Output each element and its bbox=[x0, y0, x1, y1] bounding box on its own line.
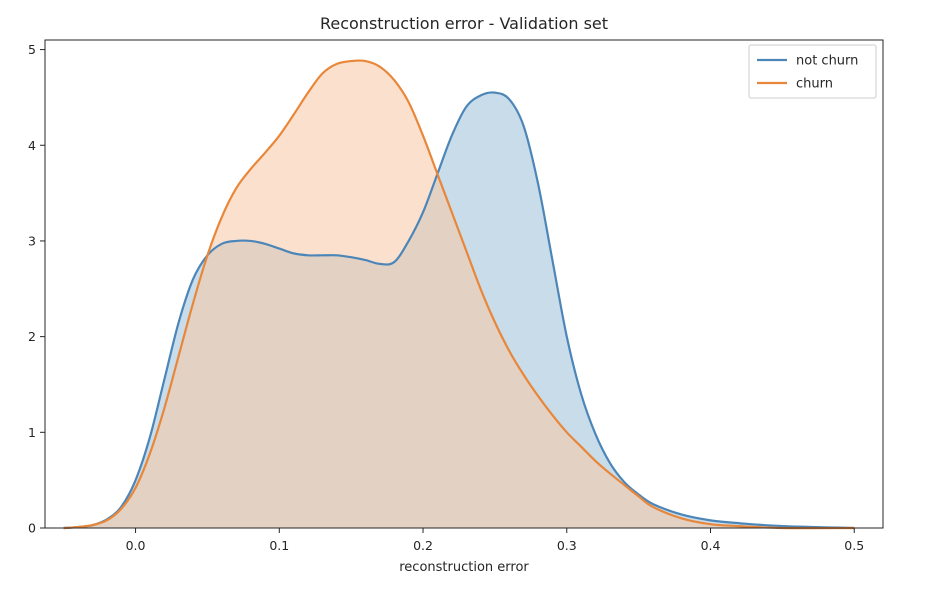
legend-label: churn bbox=[796, 77, 833, 92]
x-tick-label: 0.0 bbox=[126, 538, 146, 553]
x-tick-label: 0.4 bbox=[701, 538, 721, 553]
density-areas bbox=[63, 60, 855, 529]
x-axis-label: reconstruction error bbox=[399, 560, 529, 575]
chart-title: Reconstruction error - Validation set bbox=[320, 14, 608, 33]
density-area-churn bbox=[63, 60, 855, 529]
y-tick-label: 4 bbox=[28, 138, 36, 153]
axes-frame bbox=[44, 39, 884, 529]
legend: not churn churn bbox=[748, 44, 877, 99]
y-tick-label: 5 bbox=[28, 42, 36, 57]
x-tick-label: 0.5 bbox=[844, 538, 864, 553]
x-tick-label: 0.2 bbox=[413, 538, 433, 553]
legend-box bbox=[748, 44, 877, 99]
x-tick-label: 0.1 bbox=[269, 538, 289, 553]
density-line-churn bbox=[63, 59, 855, 530]
legend-label: not churn bbox=[796, 54, 858, 69]
y-tick-label: 3 bbox=[28, 233, 36, 248]
y-axis-ticks: 0 1 2 3 4 5 bbox=[28, 42, 45, 536]
x-axis-ticks: 0.0 0.1 0.2 0.3 0.4 0.5 bbox=[126, 528, 864, 553]
density-lines bbox=[63, 59, 855, 530]
y-tick-label: 0 bbox=[28, 521, 36, 536]
y-tick-label: 1 bbox=[28, 425, 36, 440]
x-tick-label: 0.3 bbox=[557, 538, 577, 553]
density-line-not-churn bbox=[63, 91, 855, 530]
y-tick-label: 2 bbox=[28, 329, 36, 344]
